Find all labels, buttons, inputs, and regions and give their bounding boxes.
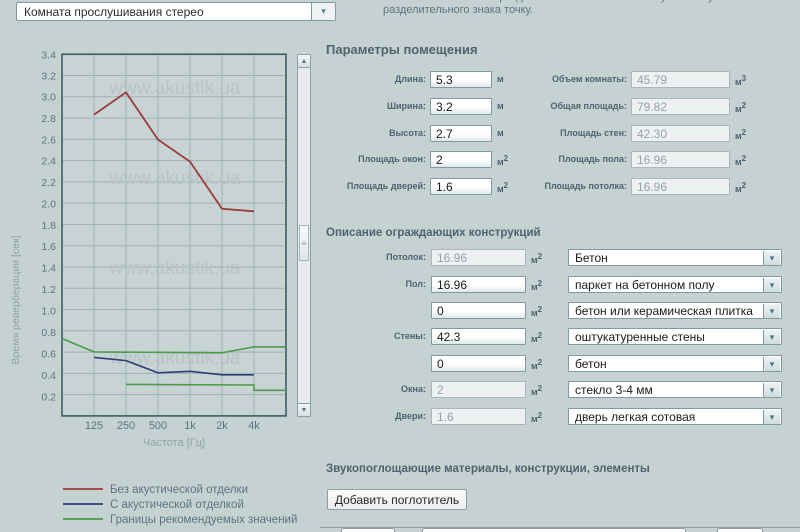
svg-text:Время реверберации [сек]: Время реверберации [сек] — [10, 235, 22, 364]
svg-text:1.0: 1.0 — [41, 306, 56, 318]
svg-text:2.0: 2.0 — [41, 199, 56, 211]
svg-text:1.4: 1.4 — [41, 263, 56, 275]
svg-text:www.akustik.ua: www.akustik.ua — [109, 348, 241, 369]
svg-text:2k: 2k — [216, 420, 228, 432]
svg-text:3.2: 3.2 — [41, 71, 56, 83]
svg-text:0.8: 0.8 — [41, 327, 56, 339]
svg-text:4k: 4k — [248, 420, 260, 432]
svg-text:1k: 1k — [184, 420, 196, 432]
svg-text:3.0: 3.0 — [41, 92, 56, 104]
svg-text:1.2: 1.2 — [41, 284, 56, 296]
svg-text:www.akustik.ua: www.akustik.ua — [109, 168, 241, 189]
svg-text:0.6: 0.6 — [41, 349, 56, 361]
svg-text:2.6: 2.6 — [41, 135, 56, 147]
svg-text:0.4: 0.4 — [41, 370, 56, 382]
svg-text:www.akustik.ua: www.akustik.ua — [109, 258, 241, 279]
svg-text:3.4: 3.4 — [41, 50, 56, 62]
svg-text:С акустической отделкой: С акустической отделкой — [110, 499, 244, 511]
svg-text:2.8: 2.8 — [41, 113, 56, 125]
svg-text:2.4: 2.4 — [41, 156, 56, 168]
svg-text:Границы рекомендуемых значений: Границы рекомендуемых значений — [110, 514, 297, 526]
svg-text:500: 500 — [149, 420, 167, 432]
svg-text:250: 250 — [117, 420, 135, 432]
svg-text:125: 125 — [85, 420, 103, 432]
svg-text:2.2: 2.2 — [41, 177, 56, 189]
svg-text:Частота [Гц]: Частота [Гц] — [143, 437, 205, 449]
svg-text:1.6: 1.6 — [41, 241, 56, 253]
svg-text:Без акустической отделки: Без акустической отделки — [110, 484, 248, 496]
svg-text:0.2: 0.2 — [41, 392, 56, 404]
svg-text:1.8: 1.8 — [41, 220, 56, 232]
